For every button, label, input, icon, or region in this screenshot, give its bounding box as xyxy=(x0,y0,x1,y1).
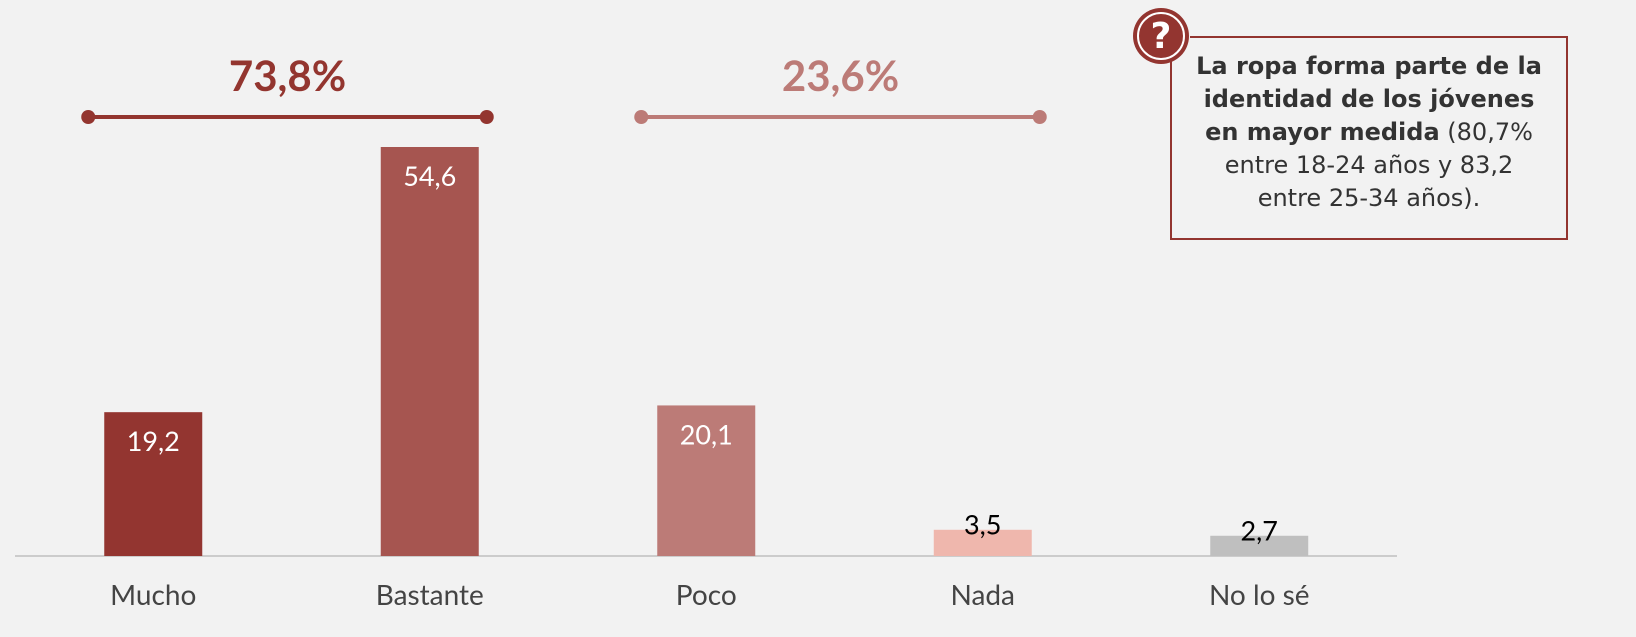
note-text: La ropa forma parte de la identidad de l… xyxy=(1172,50,1566,215)
group-end xyxy=(634,110,649,124)
value-label: 2,7 xyxy=(1241,514,1278,547)
x-tick-label: Nada xyxy=(951,577,1015,611)
note-icon: ? xyxy=(1133,8,1189,64)
note-box: La ropa forma parte de la identidad de l… xyxy=(1170,36,1568,240)
group-end xyxy=(81,110,96,124)
x-tick-label: Bastante xyxy=(376,577,484,611)
bar xyxy=(104,412,203,556)
x-tick-label: Mucho xyxy=(110,577,196,611)
note-bold: La ropa forma parte de la identidad de l… xyxy=(1196,52,1542,146)
group-end xyxy=(479,110,494,124)
bar xyxy=(657,405,756,556)
value-label: 20,1 xyxy=(680,417,733,450)
x-tick-label: No lo sé xyxy=(1209,577,1310,611)
group-label: 73,8% xyxy=(229,50,346,100)
note-normal: (80,7% entre 18-24 años y 83,2 entre 25-… xyxy=(1224,118,1533,212)
x-tick-label: Poco xyxy=(676,577,737,611)
icon-circle xyxy=(1133,8,1189,64)
value-label: 54,6 xyxy=(403,159,456,192)
bar xyxy=(933,529,1032,556)
icon-ring xyxy=(1137,12,1185,60)
group-label: 23,6% xyxy=(782,50,899,100)
value-label: 19,2 xyxy=(127,424,180,457)
group-end xyxy=(1032,110,1047,124)
bar xyxy=(380,147,479,556)
icon-glyph: ? xyxy=(1151,16,1172,57)
note-border xyxy=(1190,36,1568,38)
value-label: 3,5 xyxy=(964,508,1001,541)
bar xyxy=(1210,535,1309,556)
